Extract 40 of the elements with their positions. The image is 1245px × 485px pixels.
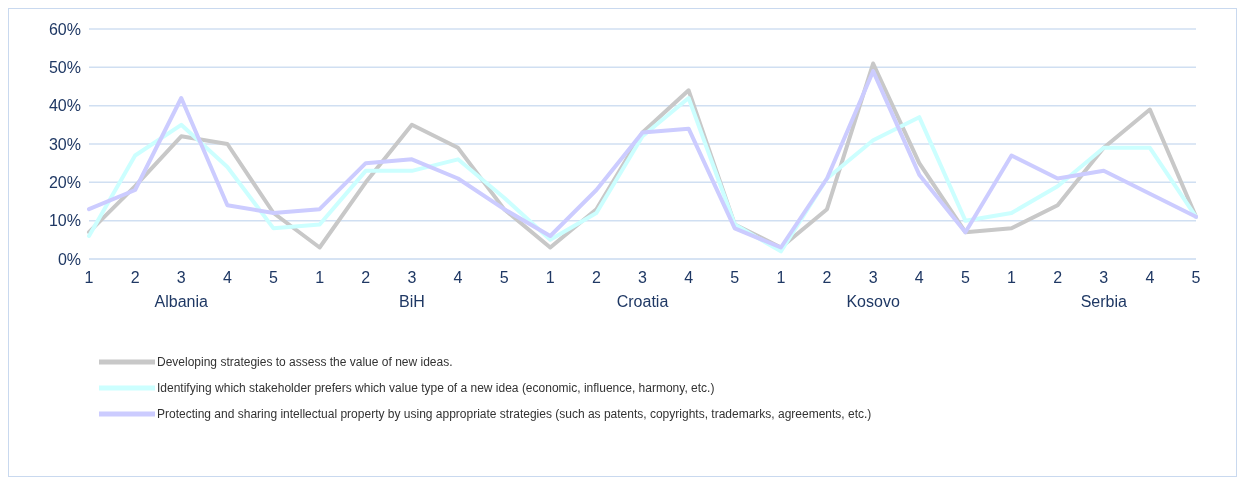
x-tick-label: 5 <box>960 269 970 286</box>
y-tick-label: 10% <box>48 212 81 230</box>
x-tick-label: 3 <box>407 269 417 286</box>
x-tick-label: 3 <box>638 269 648 286</box>
x-tick-label: 5 <box>1191 269 1201 286</box>
y-tick-label: 20% <box>48 174 81 192</box>
text: Albania <box>154 293 209 310</box>
x-tick-label: 5 <box>499 269 509 286</box>
text: Serbia <box>1080 293 1127 310</box>
x-tick-label: 2 <box>591 269 601 286</box>
x-tick-label: 1 <box>84 269 94 286</box>
x-tick-label: 2 <box>361 269 371 286</box>
text: BiH <box>398 293 425 310</box>
x-tick-label: 1 <box>776 269 786 286</box>
y-tick-label: 50% <box>48 59 81 77</box>
x-tick-label: 4 <box>1145 269 1155 286</box>
x-tick-label: 1 <box>1007 269 1017 286</box>
y-tick-label: 40% <box>48 97 81 115</box>
text: Croatia <box>616 293 669 310</box>
x-tick-label: 3 <box>176 269 186 286</box>
x-tick-label: 2 <box>1053 269 1063 286</box>
x-tick-label: 4 <box>453 269 463 286</box>
x-tick-label: 1 <box>315 269 325 286</box>
legend-label: Developing strategies to assess the value of new ideas. <box>157 355 453 369</box>
x-tick-label: 3 <box>868 269 878 286</box>
x-tick-label: 4 <box>914 269 924 286</box>
legend-label: Identifying which stakeholder prefers which value type of a new idea (economic, influence, harmony, etc.) <box>157 381 715 395</box>
x-tick-label: 5 <box>269 269 279 286</box>
x-tick-label: 4 <box>222 269 232 286</box>
y-tick-label: 60% <box>48 20 81 38</box>
x-tick-label: 3 <box>1099 269 1109 286</box>
x-tick-label: 5 <box>730 269 740 286</box>
y-tick-label: 0% <box>57 250 81 268</box>
legend-label: Protecting and sharing intellectual property by using appropriate strategies (such as patents, copyrights, trademarks, agreements, etc.) <box>157 407 872 421</box>
x-tick-label: 2 <box>822 269 832 286</box>
text: Kosovo <box>846 293 900 310</box>
x-tick-label: 4 <box>684 269 694 286</box>
x-tick-label: 2 <box>130 269 140 286</box>
y-tick-label: 30% <box>48 135 81 153</box>
x-tick-label: 1 <box>545 269 555 286</box>
